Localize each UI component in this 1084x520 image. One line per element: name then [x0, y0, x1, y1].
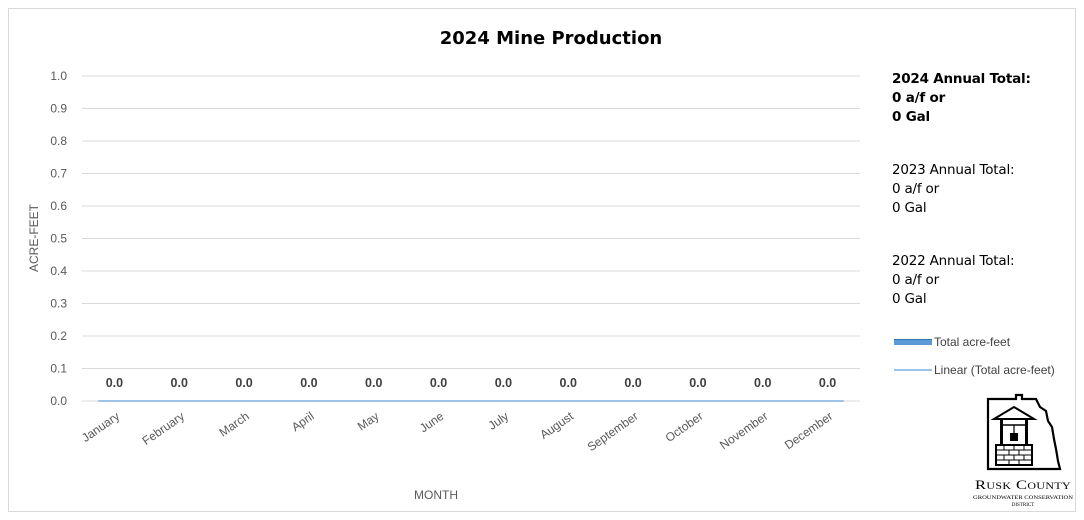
annual-total-2022: 2022 Annual Total: 0 a/f or 0 Gal	[892, 252, 1015, 309]
data-label: 0.0	[624, 376, 641, 390]
data-label: 0.0	[560, 376, 577, 390]
legend-item-trendline: Linear (Total acre-feet)	[894, 363, 1055, 377]
x-tick-label: September	[585, 409, 641, 454]
annual-total-2023-af: 0 a/f or	[892, 181, 939, 197]
data-label: 0.0	[106, 376, 123, 390]
data-label: 0.0	[689, 376, 706, 390]
y-tick-label: 0.5	[50, 232, 67, 246]
data-label: 0.0	[754, 376, 771, 390]
y-tick-label: 0.4	[50, 264, 67, 278]
logo-line1: Rusk County	[975, 478, 1071, 492]
chart-title: 2024 Mine Production	[440, 28, 663, 49]
legend-bar-swatch	[894, 339, 932, 345]
x-tick-label: July	[486, 409, 512, 433]
y-tick-label: 0.2	[50, 329, 67, 343]
y-tick-label: 0.3	[50, 297, 67, 311]
annual-total-2023-heading: 2023 Annual Total:	[892, 162, 1015, 178]
y-tick-label: 1.0	[50, 69, 67, 83]
data-label: 0.0	[430, 376, 447, 390]
y-tick-label: 0.9	[50, 102, 67, 116]
x-tick-label: April	[289, 409, 317, 434]
x-tick-label: June	[417, 409, 447, 436]
legend-item-bar: Total acre-feet	[894, 335, 1010, 349]
y-tick-label: 0.0	[50, 394, 67, 408]
x-tick-label: November	[717, 409, 770, 452]
annual-total-2024-heading: 2024 Annual Total:	[892, 71, 1031, 87]
chart-frame	[8, 8, 1076, 512]
legend-bar-label: Total acre-feet	[934, 335, 1011, 349]
legend-line-label: Linear (Total acre-feet)	[934, 363, 1055, 377]
data-label: 0.0	[495, 376, 512, 390]
annual-total-2024-af: 0 a/f or	[892, 90, 946, 106]
y-tick-label: 0.6	[50, 199, 67, 213]
annual-total-2024: 2024 Annual Total: 0 a/f or 0 Gal	[892, 70, 1031, 127]
x-tick-label: February	[140, 409, 187, 448]
logo-line3: DISTRICT	[1012, 503, 1035, 508]
annual-total-2022-af: 0 a/f or	[892, 272, 939, 288]
y-tick-label: 0.7	[50, 167, 67, 181]
x-tick-label: May	[355, 409, 382, 433]
annual-total-2023: 2023 Annual Total: 0 a/f or 0 Gal	[892, 161, 1015, 218]
legend-line-swatch	[894, 369, 932, 371]
data-label: 0.0	[365, 376, 382, 390]
x-tick-label: October	[663, 409, 706, 445]
y-tick-label: 0.8	[50, 134, 67, 148]
annual-total-2022-gal: 0 Gal	[892, 291, 927, 307]
annual-total-2022-heading: 2022 Annual Total:	[892, 253, 1015, 269]
y-axis-title: ACRE-FEET	[27, 203, 41, 272]
annual-total-2024-gal: 0 Gal	[892, 109, 930, 125]
x-axis-title: MONTH	[414, 488, 458, 502]
rusk-county-logo: Rusk County GROUNDWATER CONSERVATION DIS…	[973, 393, 1073, 508]
x-tick-label: March	[216, 409, 251, 440]
data-labels: 0.0 0.0 0.0 0.0 0.0 0.0 0.0 0.0 0.0 0.0 0.0 0.0	[106, 376, 837, 390]
data-label: 0.0	[171, 376, 188, 390]
data-label: 0.0	[819, 376, 836, 390]
x-tick-label: December	[782, 409, 835, 452]
data-label: 0.0	[235, 376, 252, 390]
data-label: 0.0	[300, 376, 317, 390]
x-tick-label: August	[537, 409, 576, 442]
annual-total-2023-gal: 0 Gal	[892, 200, 927, 216]
gridlines	[82, 75, 860, 402]
x-axis-ticks: January February March April May June July Augu…	[79, 409, 835, 455]
x-tick-label: January	[79, 409, 122, 445]
logo-line2: GROUNDWATER CONSERVATION	[973, 496, 1073, 501]
y-axis-ticks: 0.0 0.1 0.2 0.3 0.4 0.5 0.6 0.7 0.8 0.9 1.0	[50, 69, 67, 408]
y-tick-label: 0.1	[50, 362, 67, 376]
well-icon	[990, 405, 1038, 420]
